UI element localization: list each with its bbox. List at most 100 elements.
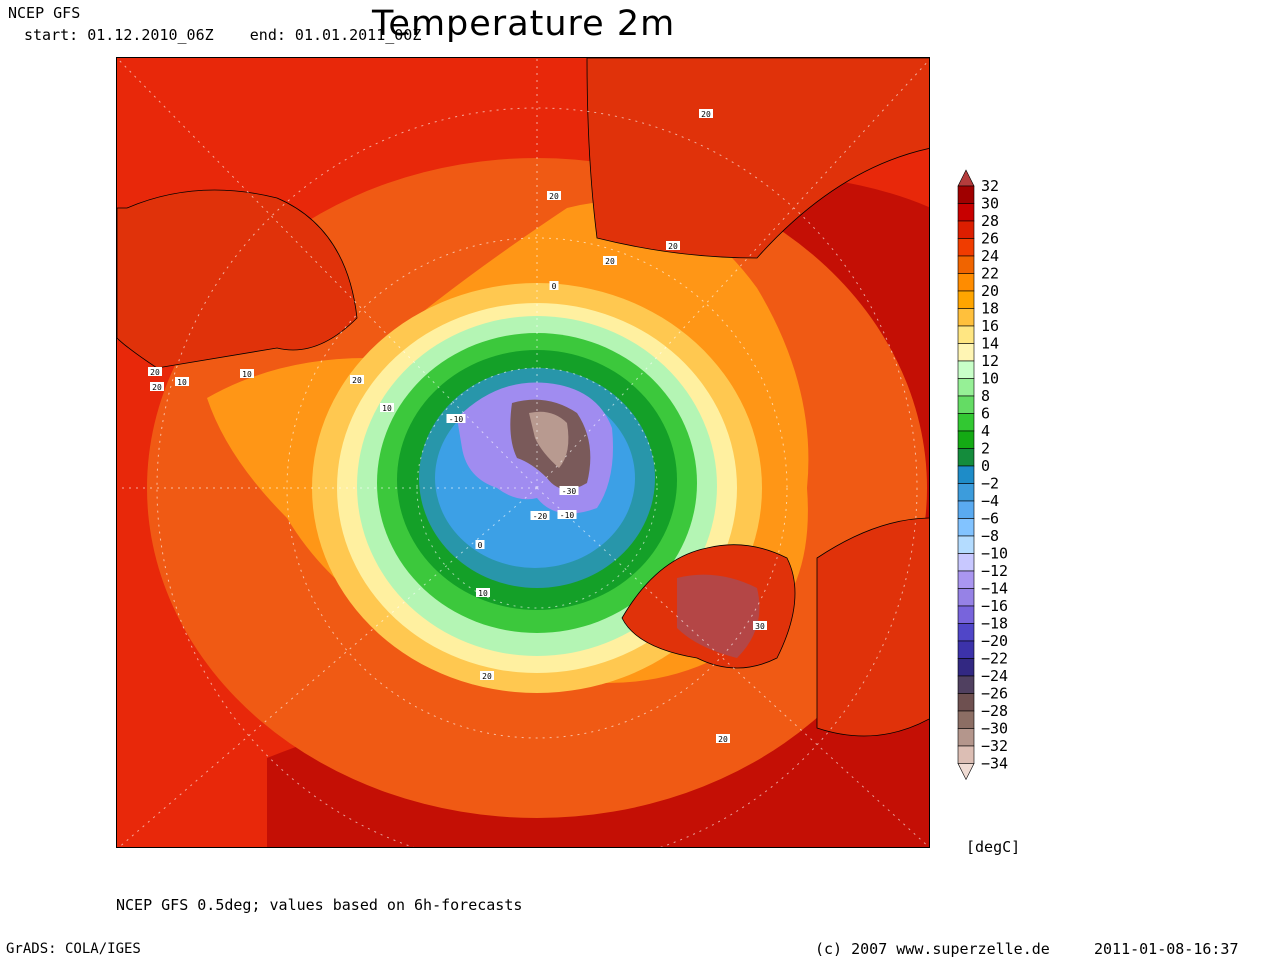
colorbar-tick-label: −2 [981,475,999,493]
contour-label-bg [530,511,550,520]
colorbar-swatch [957,378,975,397]
colorbar-tick-label: −32 [981,737,1008,755]
colorbar-swatch [957,500,975,519]
colorbar-tick-label: 20 [981,282,999,300]
contour-label: 20 [718,735,728,744]
contour-label-bg [148,367,162,376]
colorbar-swatch [957,658,975,677]
colorbar-swatch [957,238,975,257]
contour-label: 20 [152,383,162,392]
graticule-ring [416,367,658,609]
colorbar-tick-label: −16 [981,597,1008,615]
colorbar-swatch [957,185,975,204]
colorbar-swatch [957,553,975,572]
colorbar-tick-label: 6 [981,405,990,423]
colorbar-swatch [957,325,975,344]
contour-label-bg [240,369,254,378]
contour-label-bg [350,375,364,384]
colorbar-tick-label: −22 [981,650,1008,668]
map-canvas: 20 20 20 20 10 20 20 10 20 10 0 -10 -30 -20 -10 0 10 20 30… [117,58,929,847]
contour-label-bg [480,671,494,680]
colorbar-swatch [957,430,975,449]
colorbar-tick-label: −28 [981,702,1008,720]
colorbar-swatch [957,308,975,327]
contour-label-bg [753,621,767,630]
colorbar-tick-label: 18 [981,300,999,318]
colorbar-tick-label: 14 [981,335,999,353]
contour-label-bg [380,403,394,412]
contour-label-bg [547,191,561,200]
contour-label: 20 [605,257,615,266]
model-label: NCEP GFS [8,4,81,22]
colorbar-tick-label: 24 [981,247,999,265]
contour-label: -30 [562,487,577,496]
colorbar-tick-label: −24 [981,667,1008,685]
colorbar-tick-label: 2 [981,440,990,458]
contour-label: 30 [755,622,765,631]
colorbar-tick-label: 10 [981,370,999,388]
colorbar-swatch [957,623,975,642]
timestamp: 2011-01-08-16:37 [1094,940,1239,958]
colorbar-swatch [957,675,975,694]
colorbar-tick-label: −30 [981,720,1008,738]
australia-hot-core [677,574,760,658]
contour-label: 20 [668,242,678,251]
contour-labels: 20 20 20 20 10 20 20 10 20 10 0 -10 -30 -20 -10 0 10 20 30… [148,109,767,744]
contour-label: -10 [449,415,464,424]
contour-label: 0 [478,541,483,550]
colorbar-tick-label: 12 [981,352,999,370]
contour-label-bg [175,377,189,386]
colorbar-tick-label: 26 [981,230,999,248]
colorbar-swatch [957,413,975,432]
colorbar-swatch [957,588,975,607]
contour-label: 20 [701,110,711,119]
colorbar-tick-label: 30 [981,195,999,213]
color-legend: 32302826242220181614121086420−2−4−6−8−10… [957,169,1008,781]
contour-label: 20 [482,672,492,681]
africa-land [586,58,929,259]
contour-label-bg [549,281,559,290]
colorbar-swatch [957,640,975,659]
colorbar-swatch [957,203,975,222]
contour-label: 10 [382,404,392,413]
contour-label: 20 [549,192,559,201]
contour-label: 20 [352,376,362,385]
page-title: Temperature 2m [372,4,676,44]
contour-label-bg [446,414,466,423]
colorbar-tick-label: 8 [981,387,990,405]
colorbar-swatch [957,343,975,362]
southeast-asia-land [816,517,929,737]
colorbar-tick-label: −34 [981,755,1008,773]
colorbar-tick-label: 16 [981,317,999,335]
contour-label: 10 [242,370,252,379]
grads-credit: GrADS: COLA/IGES [6,941,141,957]
graticule-ring [286,237,788,739]
temperature-map: 20 20 20 20 10 20 20 10 20 10 0 -10 -30 -20 -10 0 10 20 30… [116,57,930,848]
colorbar-swatch [957,535,975,554]
colorbar-tick-label: 4 [981,422,990,440]
unit-label: [degC] [966,838,1021,856]
contour-label-bg [559,486,579,495]
colorbar-tick-label: −10 [981,545,1008,563]
colorbar-swatch [957,220,975,239]
graticule-ring [156,107,918,847]
colorbar-tick-label: −14 [981,580,1008,598]
copyright: (c) 2007 www.superzelle.de [815,940,1050,958]
colorbar-tick-label: 0 [981,457,990,475]
colorbar-swatch [957,728,975,747]
colorbar-swatch [957,745,975,764]
contour-label-bg [666,241,680,250]
colorbar-swatch [957,360,975,379]
colorbar-swatch [957,395,975,414]
colorbar-swatch [957,255,975,274]
contour-label: 0 [552,282,557,291]
contour-label-bg [699,109,713,118]
graticule [117,58,929,847]
contour-label-bg [603,256,617,265]
contour-label: -10 [560,511,575,520]
graticule-meridian [536,487,929,847]
colorbar-swatch [957,448,975,467]
colorbar-tick-label: −6 [981,510,999,528]
colorbar-swatch [957,605,975,624]
contour-label: 10 [478,589,488,598]
